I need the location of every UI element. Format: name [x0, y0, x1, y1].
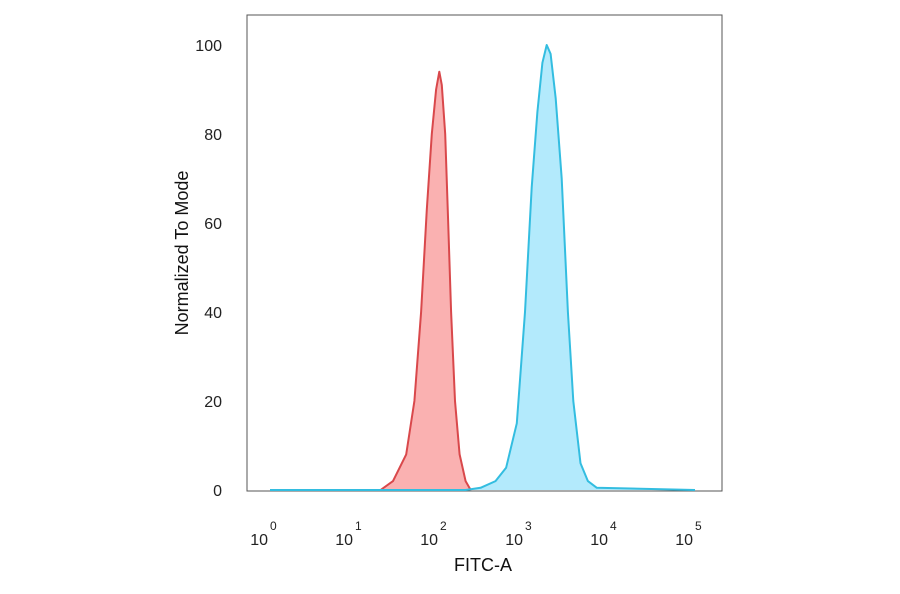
x-tick-label: 101	[335, 519, 362, 549]
histogram-outline-2	[270, 44, 696, 491]
x-axis-label: FITC-A	[454, 555, 512, 575]
x-tick-base: 10	[250, 532, 268, 549]
x-tick-base: 10	[420, 532, 438, 549]
y-axis-label: Normalized To Mode	[172, 171, 192, 336]
series-layer	[270, 44, 696, 491]
x-tick-exponent: 0	[270, 519, 277, 533]
x-tick-base: 10	[675, 532, 693, 549]
x-tick-exponent: 3	[525, 519, 532, 533]
x-tick-label: 103	[505, 519, 532, 549]
y-tick-label: 100	[195, 38, 222, 55]
y-tick-label: 40	[204, 305, 222, 322]
x-tick-base: 10	[505, 532, 523, 549]
x-tick-label: 100	[250, 519, 277, 549]
x-tick-exponent: 1	[355, 519, 362, 533]
x-tick-label: 102	[420, 519, 447, 549]
histogram-area-1	[380, 71, 471, 490]
y-tick-label: 80	[204, 127, 222, 144]
x-tick-label: 104	[590, 519, 617, 549]
y-tick-label: 60	[204, 216, 222, 233]
y-tick-label: 20	[204, 394, 222, 411]
x-tick-base: 10	[335, 532, 353, 549]
x-tick-label: 105	[675, 519, 702, 549]
x-tick-exponent: 2	[440, 519, 447, 533]
y-tick-labels: 0 20 40 60 80 100	[195, 38, 222, 500]
x-tick-exponent: 5	[695, 519, 702, 533]
y-tick-label: 0	[213, 483, 222, 500]
x-tick-exponent: 4	[610, 519, 617, 533]
histogram-outline-1	[380, 70, 472, 491]
plot-area	[246, 14, 723, 492]
x-tick-base: 10	[590, 532, 608, 549]
